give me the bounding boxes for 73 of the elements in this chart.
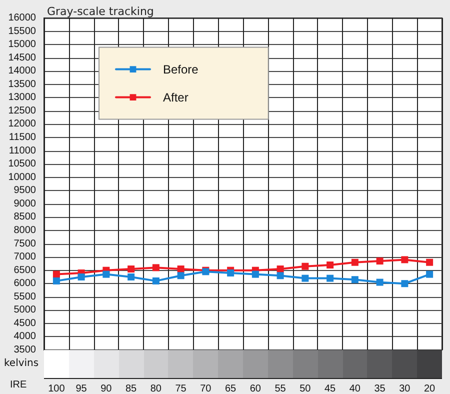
point xyxy=(177,265,184,272)
point xyxy=(52,270,60,278)
legend-label: Before xyxy=(163,62,199,76)
y-tick-label: 15500 xyxy=(8,26,36,37)
chart-title: Gray-scale tracking xyxy=(47,5,154,18)
y-tick-label: 12000 xyxy=(8,118,36,130)
y-tick-label: 12500 xyxy=(8,105,36,116)
y-tick-label: 4000 xyxy=(14,331,36,342)
point xyxy=(276,265,284,272)
y-tick-label: 10500 xyxy=(8,158,36,170)
y-tick-label: 6500 xyxy=(14,264,36,276)
point xyxy=(152,277,160,284)
point xyxy=(326,274,334,282)
y-tick-label: 11500 xyxy=(8,132,36,144)
y-tick-label: 5000 xyxy=(14,304,36,316)
point xyxy=(302,274,309,282)
point xyxy=(128,273,135,280)
legend-label: After xyxy=(163,90,188,104)
point xyxy=(326,262,334,269)
y-tick-label: 13500 xyxy=(8,78,36,90)
y-tick-label: 5500 xyxy=(14,291,36,302)
point xyxy=(52,277,60,284)
y-tick-label: 10000 xyxy=(8,172,36,183)
x-tick-label: 45 xyxy=(324,384,336,394)
y-tick-label: 16000 xyxy=(8,12,36,24)
x-tick-label: 30 xyxy=(399,384,411,394)
point xyxy=(152,264,160,272)
y-tick-label: 15000 xyxy=(8,39,36,50)
x-tick-label: 85 xyxy=(126,384,138,394)
point xyxy=(351,276,358,284)
x-tick-label: 80 xyxy=(150,384,162,394)
point xyxy=(252,270,259,278)
x-tick-label: 75 xyxy=(175,384,187,394)
point xyxy=(302,262,309,270)
point xyxy=(426,270,434,278)
point xyxy=(376,278,384,286)
x-tick-label: 95 xyxy=(76,384,88,394)
point xyxy=(276,272,284,280)
text: kelvins xyxy=(4,358,39,369)
y-tick-label: 9500 xyxy=(14,185,36,196)
y-tick-label: 4500 xyxy=(14,318,36,329)
x-tick-label: 100 xyxy=(48,384,66,394)
x-tick-label: 65 xyxy=(225,384,237,394)
point xyxy=(78,273,85,280)
y-tick-label: 14000 xyxy=(8,66,36,77)
y-tick-label: 8000 xyxy=(14,224,36,236)
x-tick-label: 40 xyxy=(349,384,361,394)
y-tick-label: 7500 xyxy=(14,238,36,250)
y-tick-label: 7000 xyxy=(14,252,36,263)
point xyxy=(177,272,184,280)
x-tick-label: 20 xyxy=(424,384,436,394)
y-tick-label: 3500 xyxy=(14,344,36,356)
y-tick-label: 8500 xyxy=(14,212,36,223)
x-tick-label: 35 xyxy=(374,384,386,394)
x-tick-label: 55 xyxy=(274,384,286,394)
point xyxy=(227,269,234,276)
point xyxy=(426,258,434,266)
point xyxy=(376,258,384,265)
x-tick-label: 50 xyxy=(300,384,312,394)
y-tick-label: 9000 xyxy=(14,198,36,210)
y-tick-label: 14500 xyxy=(8,52,36,64)
y-tick-label: 11000 xyxy=(8,145,36,156)
point xyxy=(351,258,358,266)
point xyxy=(128,265,135,272)
x-tick-label: 70 xyxy=(200,384,212,394)
x-tick-label: 60 xyxy=(250,384,262,394)
x-axis-title: IRE xyxy=(10,380,27,390)
point xyxy=(401,256,408,264)
y-tick-label: 13000 xyxy=(8,92,36,104)
point xyxy=(102,270,110,278)
point xyxy=(401,280,408,288)
x-tick-label: 90 xyxy=(100,384,112,394)
y-tick-label: 6000 xyxy=(14,278,36,290)
